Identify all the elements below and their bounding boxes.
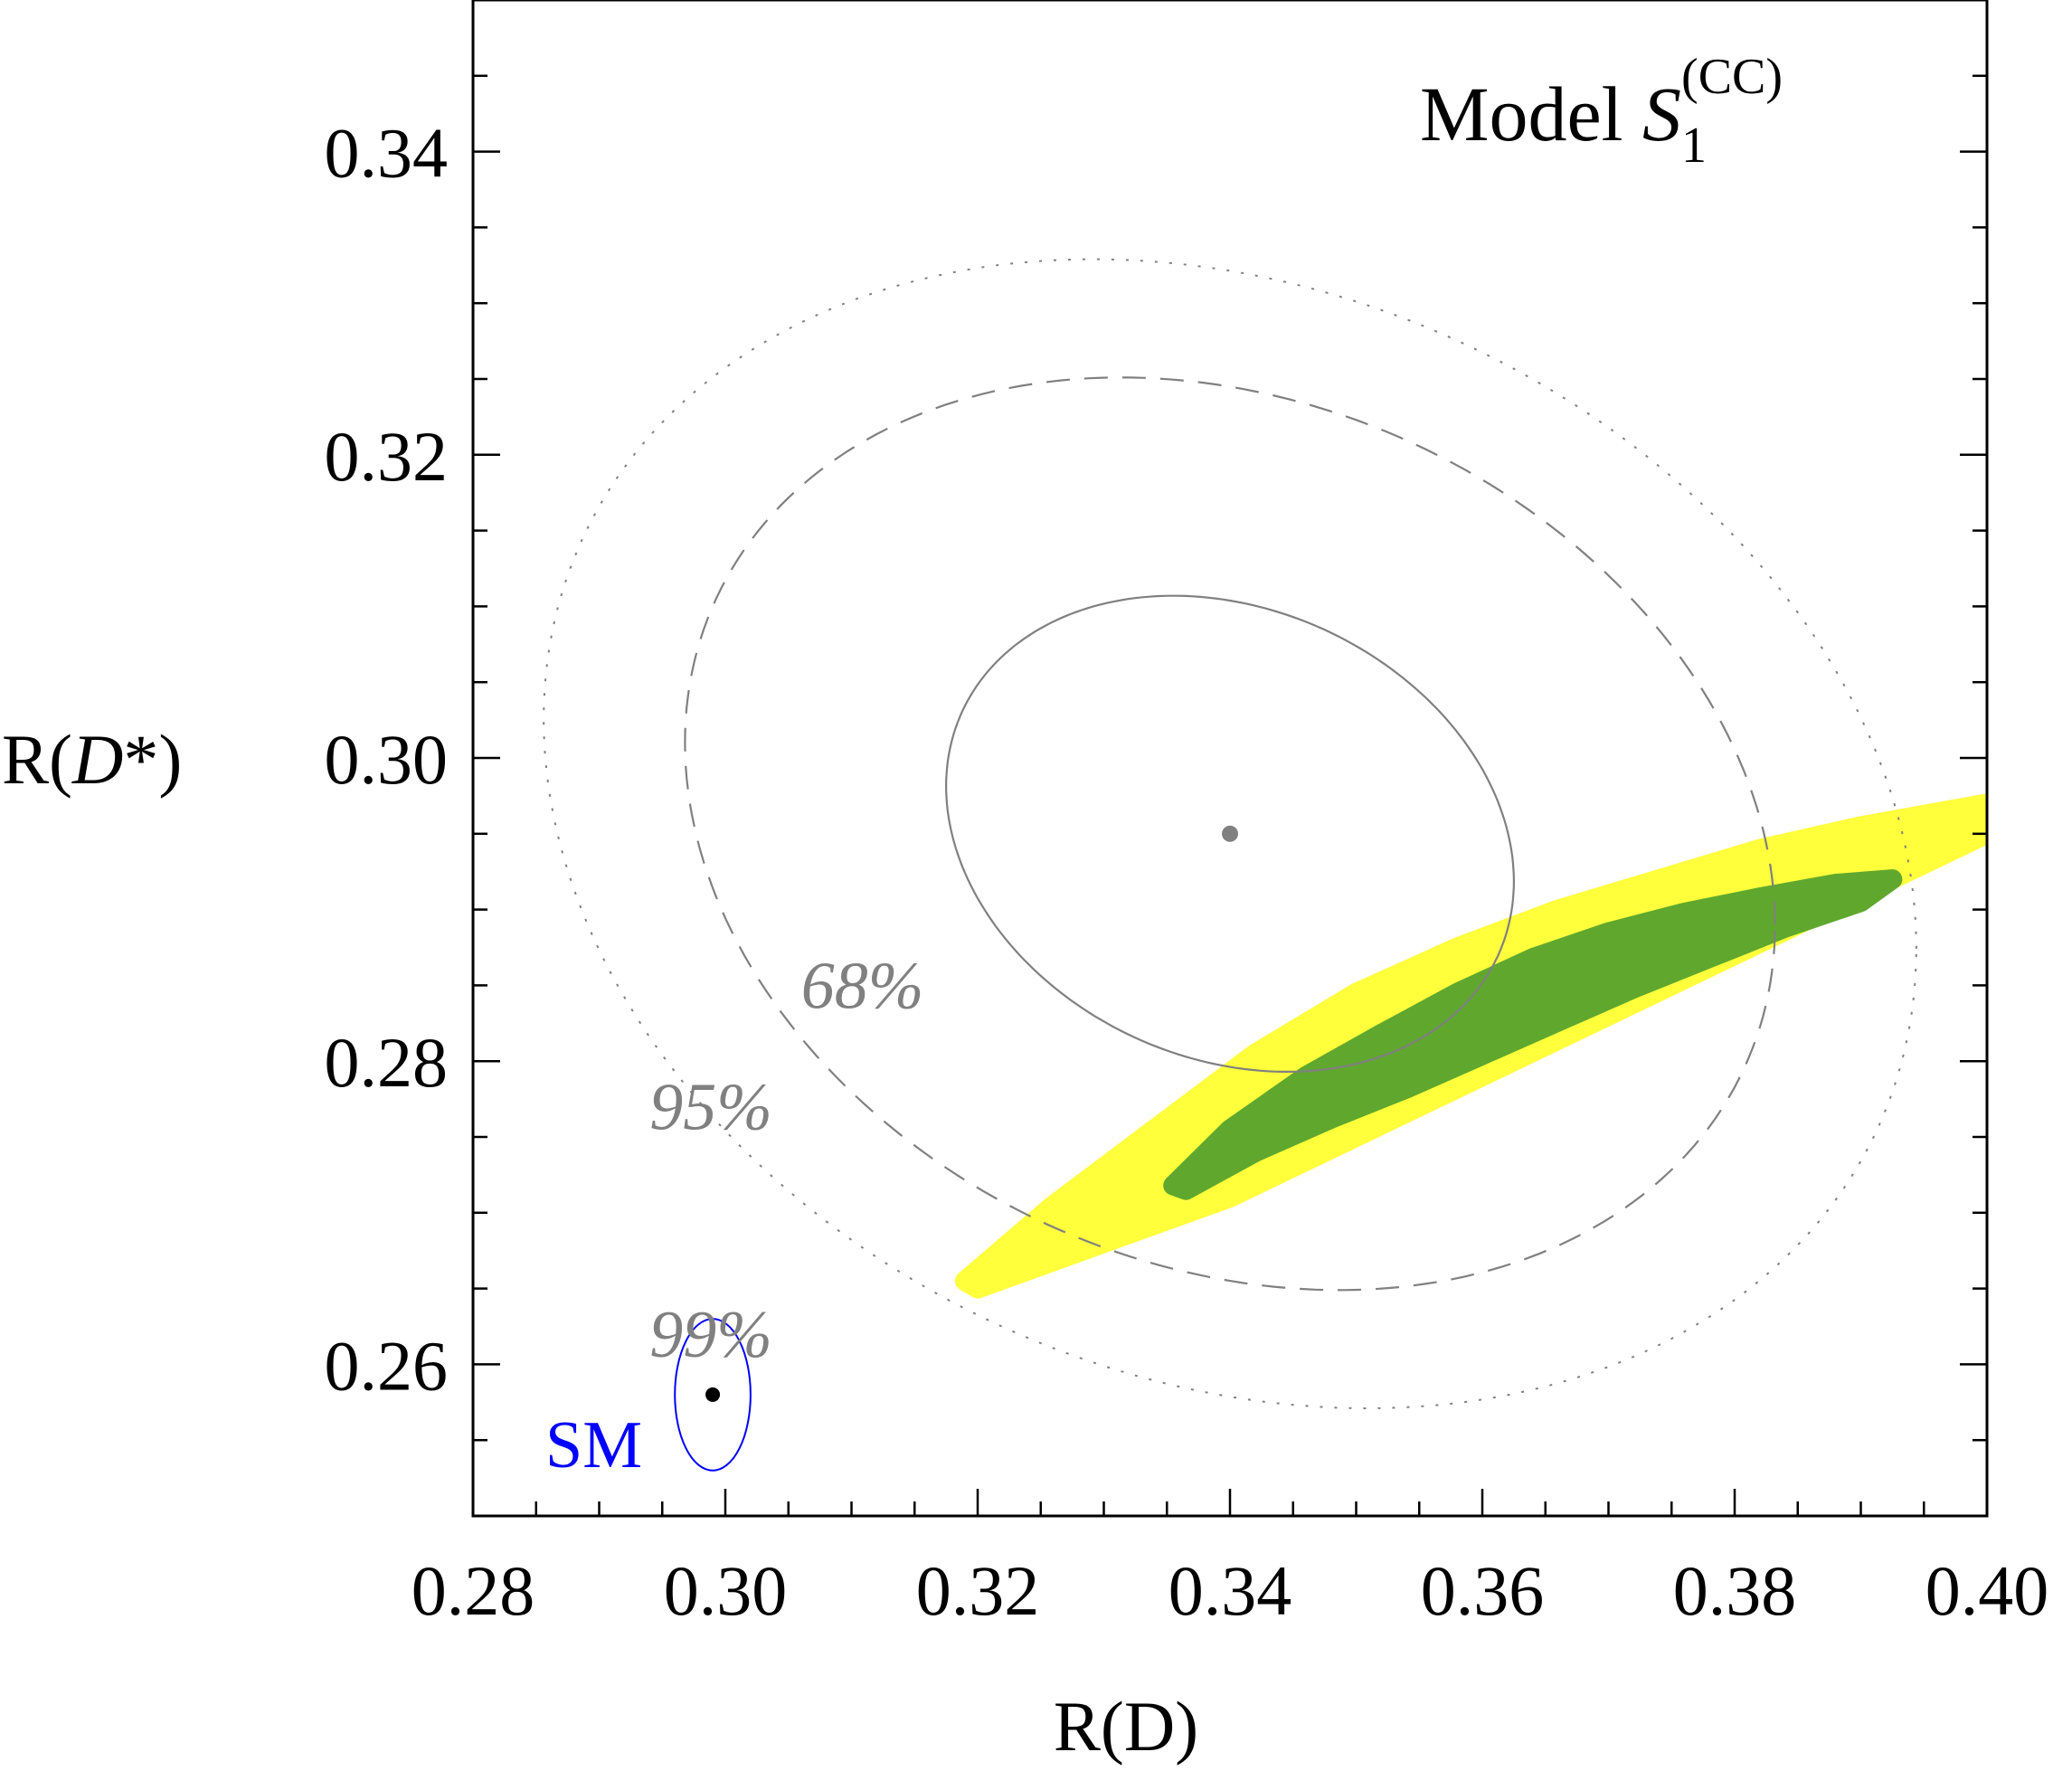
contour-label-68: 68%: [801, 950, 924, 1024]
contour-95: [684, 376, 1776, 1292]
x-tick-label: 0.30: [664, 1551, 788, 1630]
contour-label-95: 95%: [649, 1071, 772, 1145]
y-tick-labels: 0.26 0.28 0.30 0.32 0.34: [325, 114, 449, 1406]
confidence-contours: [543, 258, 1917, 1410]
region-green: [1163, 869, 1903, 1200]
contour-68: [944, 594, 1516, 1073]
x-tick-label: 0.32: [916, 1551, 1040, 1630]
y-axis-title: R(D*): [2, 720, 182, 799]
x-axis-title: R(D): [1054, 1687, 1198, 1766]
y-tick-label: 0.26: [325, 1326, 449, 1405]
allowed-regions: [955, 793, 1987, 1299]
x-tick-label: 0.40: [1925, 1551, 2049, 1630]
y-tick-label: 0.28: [325, 1023, 449, 1102]
markers: [674, 825, 1238, 1472]
y-tick-label: 0.30: [325, 720, 449, 799]
plot-frame: [471, 0, 1989, 1518]
model-title: Model S1(CC): [1420, 49, 1783, 174]
annotations: 68% 95% 99% SM: [545, 950, 923, 1482]
x-tick-label: 0.36: [1421, 1551, 1545, 1630]
contour-label-99: 99%: [649, 1298, 772, 1372]
x-tick-label: 0.38: [1673, 1551, 1797, 1630]
sm-label: SM: [545, 1408, 642, 1482]
x-tick-label: 0.28: [412, 1551, 535, 1630]
sm-uncertainty-ellipse: [674, 1318, 752, 1472]
x-tick-labels: 0.28 0.30 0.32 0.34 0.36 0.38 0.40: [412, 1551, 2049, 1630]
experimental-central-point: [1222, 825, 1238, 842]
y-tick-label: 0.32: [325, 417, 449, 496]
axis-ticks: [471, 0, 1989, 1518]
y-tick-label: 0.34: [325, 114, 449, 193]
sm-point: [705, 1387, 721, 1402]
x-tick-label: 0.34: [1168, 1551, 1292, 1630]
